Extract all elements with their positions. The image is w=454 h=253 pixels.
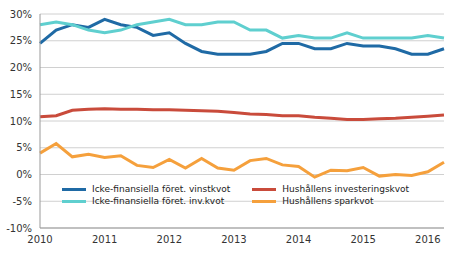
svg-text:15%: 15% [10,89,32,100]
svg-text:2011: 2011 [92,234,117,245]
svg-text:30%: 30% [10,9,32,20]
svg-text:20%: 20% [10,62,32,73]
html-text:Hushållens sparkvot: Hushållens sparkvot [282,196,374,206]
svg-text:2016: 2016 [415,234,440,245]
html-text:Hushållens investeringskvot: Hushållens investeringskvot [282,184,410,194]
html-text:Icke-finansiella föret. inv.kv: Icke-finansiella föret. inv.kvot [92,196,225,206]
svg-text:2010: 2010 [27,234,52,245]
svg-text:2012: 2012 [157,234,182,245]
svg-text:-10%: -10% [8,223,32,234]
svg-text:2013: 2013 [221,234,246,245]
svg-text:2014: 2014 [286,234,311,245]
svg-text:10%: 10% [10,116,32,127]
svg-text:0%: 0% [16,169,32,180]
svg-text:2015: 2015 [350,234,375,245]
svg-text:-5%: -5% [13,196,32,207]
svg-text:5%: 5% [16,142,32,153]
svg-text:25%: 25% [10,35,32,46]
html-text:Icke-finansiella föret. vinstk: Icke-finansiella föret. vinstkvot [92,184,231,194]
